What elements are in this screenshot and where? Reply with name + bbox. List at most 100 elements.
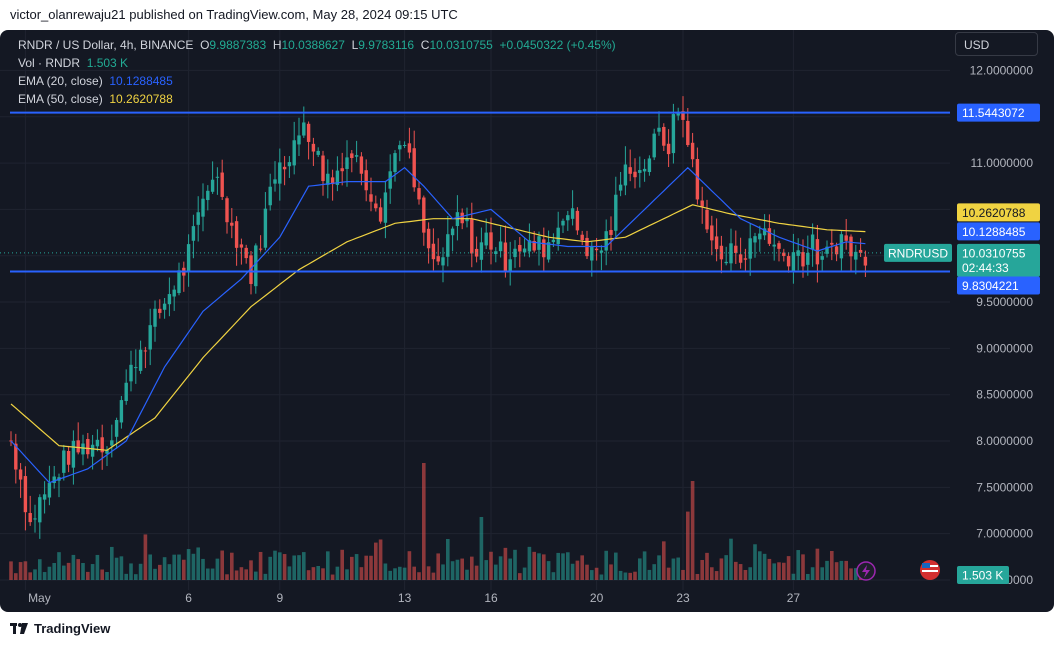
candle-body — [90, 444, 95, 457]
volume-bar — [9, 561, 13, 580]
y-tick-label: 11.0000000 — [970, 156, 1033, 170]
volume-bar — [402, 567, 407, 580]
volume-bar — [378, 539, 383, 580]
legend-volume-row[interactable]: Vol · RNDR 1.503 K — [18, 54, 616, 72]
volume-bar — [839, 560, 844, 580]
candle-body — [335, 170, 340, 185]
candle-body — [460, 212, 464, 224]
candle-body — [225, 198, 229, 223]
x-axis: May 6 9 13 16 20 23 27 — [28, 591, 800, 605]
candle-body — [431, 243, 436, 260]
candle-body — [186, 244, 191, 272]
volume-bar — [81, 562, 85, 580]
volume-bar — [215, 558, 220, 580]
legend-ema20-row[interactable]: EMA (20, close) 10.1288485 — [18, 72, 616, 90]
volume-bar — [489, 551, 493, 580]
legend-ema50-row[interactable]: EMA (50, close) 10.2620788 — [18, 90, 616, 108]
candle-body — [254, 245, 258, 287]
candle-body — [436, 256, 440, 262]
volume-bar — [287, 566, 292, 580]
volume-bar — [503, 547, 508, 580]
candle-body — [354, 155, 359, 157]
volume-bar — [494, 564, 498, 580]
candle-body — [191, 226, 196, 241]
volume-bar — [398, 566, 402, 580]
candle-body — [167, 294, 172, 305]
volume-bar — [580, 555, 584, 580]
candle-body — [124, 382, 128, 402]
volume-bar — [114, 557, 119, 580]
volume-bar — [110, 546, 114, 580]
candle-body — [282, 166, 287, 170]
volume-bar — [191, 553, 196, 580]
candle-body — [172, 289, 176, 297]
volume-bar — [537, 553, 541, 580]
price-chart[interactable]: 12.000000011.500000011.000000010.5000000… — [0, 30, 1054, 612]
volume-bar — [671, 558, 676, 580]
candle-body — [542, 239, 546, 258]
legend-ema20-label: EMA (20, close) — [18, 74, 103, 88]
last-price-tag-bg — [957, 243, 1040, 277]
volume-bar — [676, 557, 680, 580]
candle-body — [71, 440, 76, 468]
legend-ema20-value: 10.1288485 — [109, 74, 173, 88]
candle-body — [417, 188, 421, 200]
volume-bar — [196, 547, 200, 580]
candle-body — [561, 220, 565, 226]
candle-body — [522, 248, 527, 253]
volume-bar — [302, 552, 306, 580]
currency-button[interactable]: USD — [955, 32, 1038, 56]
volume-bar — [354, 554, 359, 580]
volume-bar — [359, 567, 364, 580]
candle-body — [268, 186, 272, 206]
chart-legend: RNDR / US Dollar, 4h, BINANCE O9.9887383… — [18, 36, 616, 108]
candle-body — [244, 247, 248, 259]
legend-h-value: 10.0388627 — [281, 38, 345, 52]
candle-body — [412, 148, 416, 188]
volume-bar — [830, 550, 834, 580]
volume-bar — [326, 551, 330, 580]
volume-bar — [791, 573, 796, 580]
candle-body — [729, 243, 733, 264]
ema50-tag: 10.2620788 — [957, 203, 1040, 222]
volume-bar — [710, 567, 714, 580]
y-tick-label: 8.5000000 — [976, 388, 1033, 402]
x-tick-label: 13 — [398, 591, 412, 605]
candle-body — [143, 350, 148, 352]
candle-body — [239, 244, 244, 248]
volume-bar — [666, 567, 671, 580]
candle-body — [806, 252, 810, 265]
volume-bar — [210, 568, 215, 580]
candle-body — [215, 176, 220, 178]
candle-body — [66, 450, 71, 465]
volume-bar — [95, 554, 100, 580]
x-tick-label: 20 — [590, 591, 604, 605]
candle-body — [690, 142, 695, 160]
volume-bar — [167, 564, 172, 580]
candle-body — [527, 240, 532, 252]
candle-body — [398, 145, 402, 150]
volume-bar — [642, 551, 647, 580]
lightning-icon — [856, 561, 876, 581]
legend-symbol[interactable]: RNDR / US Dollar, 4h, BINANCE — [18, 38, 194, 52]
volume-bar — [369, 555, 373, 580]
candle-body — [201, 198, 205, 217]
volume-bar — [585, 564, 589, 580]
volume-bar — [638, 558, 642, 580]
x-tick-label: 6 — [185, 591, 192, 605]
volume-bar — [455, 559, 460, 580]
volume-bar — [561, 553, 565, 580]
tradingview-logo[interactable]: TradingView — [10, 621, 110, 636]
candle-body — [374, 203, 378, 209]
volume-bar — [258, 551, 263, 580]
volume-bar — [90, 564, 95, 580]
volume-bar — [297, 555, 301, 580]
volume-bar — [124, 573, 128, 580]
candle-body — [359, 156, 364, 174]
volume-bar — [734, 561, 738, 580]
volume-bar — [556, 552, 560, 580]
candle-body — [162, 303, 167, 310]
volume-bar — [14, 573, 18, 580]
chart-frame[interactable]: 12.000000011.500000011.000000010.5000000… — [0, 30, 1054, 612]
volume-bar — [412, 566, 416, 580]
